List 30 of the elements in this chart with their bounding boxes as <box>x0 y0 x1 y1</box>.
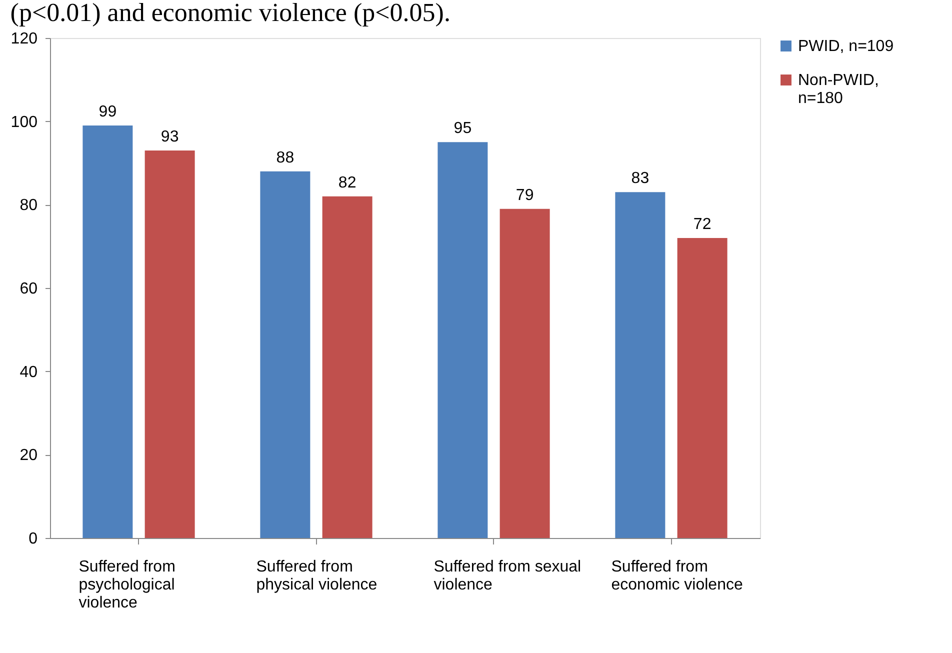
data-label: 82 <box>338 174 356 192</box>
data-label: 72 <box>693 216 712 233</box>
x-tick-label: Suffered from physical violence <box>256 558 378 594</box>
data-label: 79 <box>516 186 534 204</box>
x-tick-label: Suffered from psychological violence <box>78 558 176 612</box>
bar <box>322 196 372 538</box>
y-tick-label: 60 <box>20 280 38 298</box>
y-tick-label: 120 <box>10 30 38 48</box>
bar <box>82 126 133 538</box>
data-label: 95 <box>454 120 472 138</box>
x-tick-label: Suffered from sexual violence <box>434 558 582 594</box>
text: (p<0.01) and economic violence (p<0.05). <box>10 0 450 27</box>
legend-label: PWID, n=109 <box>798 38 894 55</box>
data-label: 88 <box>276 149 294 166</box>
y-tick-label: 20 <box>20 447 38 464</box>
bar <box>438 142 488 538</box>
y-tick-label: 40 <box>20 364 38 381</box>
data-label: 93 <box>160 128 179 146</box>
y-tick-label: 80 <box>20 197 38 214</box>
bar <box>500 208 550 538</box>
legend-label: Non-PWID, n=180 <box>798 72 879 107</box>
data-label: 83 <box>631 170 650 188</box>
x-tick-label: Suffered from economic violence <box>611 558 743 594</box>
bar <box>144 150 195 538</box>
bar <box>677 238 728 538</box>
y-tick-label: 0 <box>28 530 38 548</box>
bar <box>615 192 666 538</box>
y-tick-label: 100 <box>10 114 38 131</box>
data-label: 99 <box>98 104 117 120</box>
bar <box>260 171 310 538</box>
